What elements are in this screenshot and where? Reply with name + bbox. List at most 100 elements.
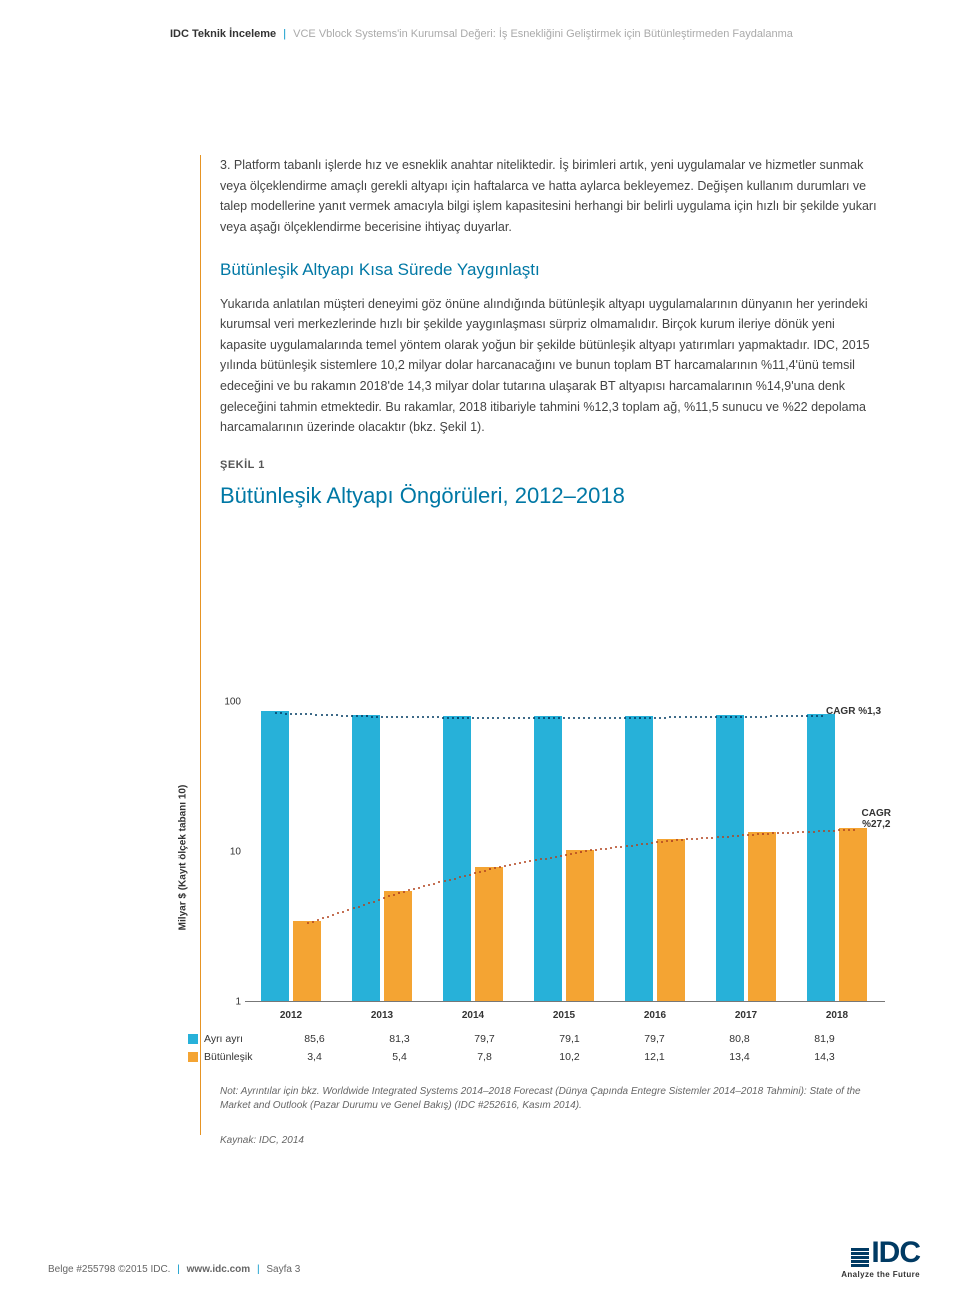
footer: Belge #255798 ©2015 IDC. | www.idc.com |… <box>48 1264 300 1275</box>
trend-dot <box>406 716 408 718</box>
trend-dot <box>285 713 287 715</box>
trend-dot <box>600 848 602 850</box>
trend-dot <box>376 716 378 718</box>
trend-dot <box>423 885 425 887</box>
trend-dot <box>620 846 622 848</box>
legend-row: Bütünleşik3,45,47,810,212,113,414,3 <box>188 1048 888 1066</box>
trend-dot <box>823 830 825 832</box>
trend-dot <box>614 717 616 719</box>
paragraph-2: Yukarıda anlatılan müşteri deneyimi göz … <box>220 294 880 438</box>
trend-dot <box>806 715 808 717</box>
trend-dot <box>691 838 693 840</box>
trend-dot <box>300 713 302 715</box>
trend-dot <box>671 840 673 842</box>
trend-dot <box>477 717 479 719</box>
trend-dot <box>457 717 459 719</box>
trend-dot <box>347 909 349 911</box>
trend-dot <box>513 717 515 719</box>
y-tick: 100 <box>215 697 241 708</box>
trend-dot <box>368 902 370 904</box>
trend-dot <box>449 879 451 881</box>
trend-dot <box>722 836 724 838</box>
trend-dot <box>514 863 516 865</box>
trend-dot <box>710 716 712 718</box>
trend-dot <box>570 853 572 855</box>
chart-area: Milyar $ (Kayıt ölçek tabanı 10) CAGR %1… <box>165 692 905 1042</box>
chart-wrap: Milyar $ (Kayıt ölçek tabanı 10) CAGR %1… <box>165 692 905 1042</box>
y-tick: 10 <box>215 847 241 858</box>
bar <box>534 716 562 1001</box>
trend-dot <box>717 836 719 838</box>
trend-dot <box>290 713 292 715</box>
trend-dot <box>391 716 393 718</box>
trend-dot <box>853 829 855 831</box>
trend-dot <box>770 715 772 717</box>
trend-dot <box>669 716 671 718</box>
trend-dot <box>732 835 734 837</box>
trend-dot <box>386 716 388 718</box>
trend-dot <box>737 835 739 837</box>
trend-dot <box>679 716 681 718</box>
trend-dot <box>396 716 398 718</box>
section-title: Bütünleşik Altyapı Kısa Sürede Yaygınlaş… <box>220 256 880 284</box>
trend-dot <box>482 717 484 719</box>
chart-source: Kaynak: IDC, 2014 <box>220 1135 304 1146</box>
trend-dot <box>740 716 742 718</box>
trend-dot <box>706 837 708 839</box>
legend-value: 81,9 <box>782 1033 867 1045</box>
trend-dot <box>594 717 596 719</box>
trend-dot <box>701 837 703 839</box>
trend-dot <box>777 832 779 834</box>
trend-dot <box>383 897 385 899</box>
trend-dot <box>615 846 617 848</box>
trend-dot <box>351 715 353 717</box>
trend-dot <box>326 714 328 716</box>
trend-dot <box>467 717 469 719</box>
bar <box>443 716 471 1001</box>
trend-dot <box>646 843 648 845</box>
legend-value: 3,4 <box>272 1051 357 1063</box>
trend-dot <box>563 717 565 719</box>
legend-swatch <box>188 1034 198 1044</box>
x-tick: 2017 <box>714 1010 778 1021</box>
trend-dot <box>447 717 449 719</box>
trend-dot <box>472 717 474 719</box>
trend-dot <box>685 716 687 718</box>
trend-dot <box>356 715 358 717</box>
trend-dot <box>595 849 597 851</box>
cagr2-line1: CAGR <box>862 808 891 819</box>
trend-dot <box>573 717 575 719</box>
header-divider: | <box>283 28 286 40</box>
trend-dot <box>337 912 339 914</box>
trend-dot <box>588 717 590 719</box>
trend-dot <box>654 717 656 719</box>
trend-dot <box>813 831 815 833</box>
trend-dot <box>428 884 430 886</box>
x-tick: 2016 <box>623 1010 687 1021</box>
trend-dot <box>624 717 626 719</box>
trend-dot <box>358 906 360 908</box>
legend-value: 13,4 <box>697 1051 782 1063</box>
page-header: IDC Teknik İnceleme | VCE Vblock Systems… <box>170 28 793 40</box>
trend-dot <box>690 716 692 718</box>
trend-dot <box>711 837 713 839</box>
footer-url: www.idc.com <box>187 1264 251 1275</box>
trend-dot <box>363 904 365 906</box>
legend-row: Ayrı ayrı85,681,379,779,179,780,881,9 <box>188 1030 888 1048</box>
trend-dot <box>619 717 621 719</box>
bar <box>839 828 867 1001</box>
trend-dot <box>626 845 628 847</box>
header-bold: IDC Teknik İnceleme <box>170 28 276 40</box>
chart-note: Not: Ayrıntılar için bkz. Worldwide Inte… <box>220 1085 880 1113</box>
trend-dot <box>659 717 661 719</box>
trend-dot <box>401 716 403 718</box>
bar <box>716 715 744 1001</box>
trend-dot <box>444 880 446 882</box>
trend-dot <box>786 715 788 717</box>
legend-value: 85,6 <box>272 1033 357 1045</box>
trend-dot <box>545 858 547 860</box>
trend-dot <box>452 717 454 719</box>
trend-dot <box>412 716 414 718</box>
trend-dot <box>755 716 757 718</box>
bar <box>657 839 685 1001</box>
